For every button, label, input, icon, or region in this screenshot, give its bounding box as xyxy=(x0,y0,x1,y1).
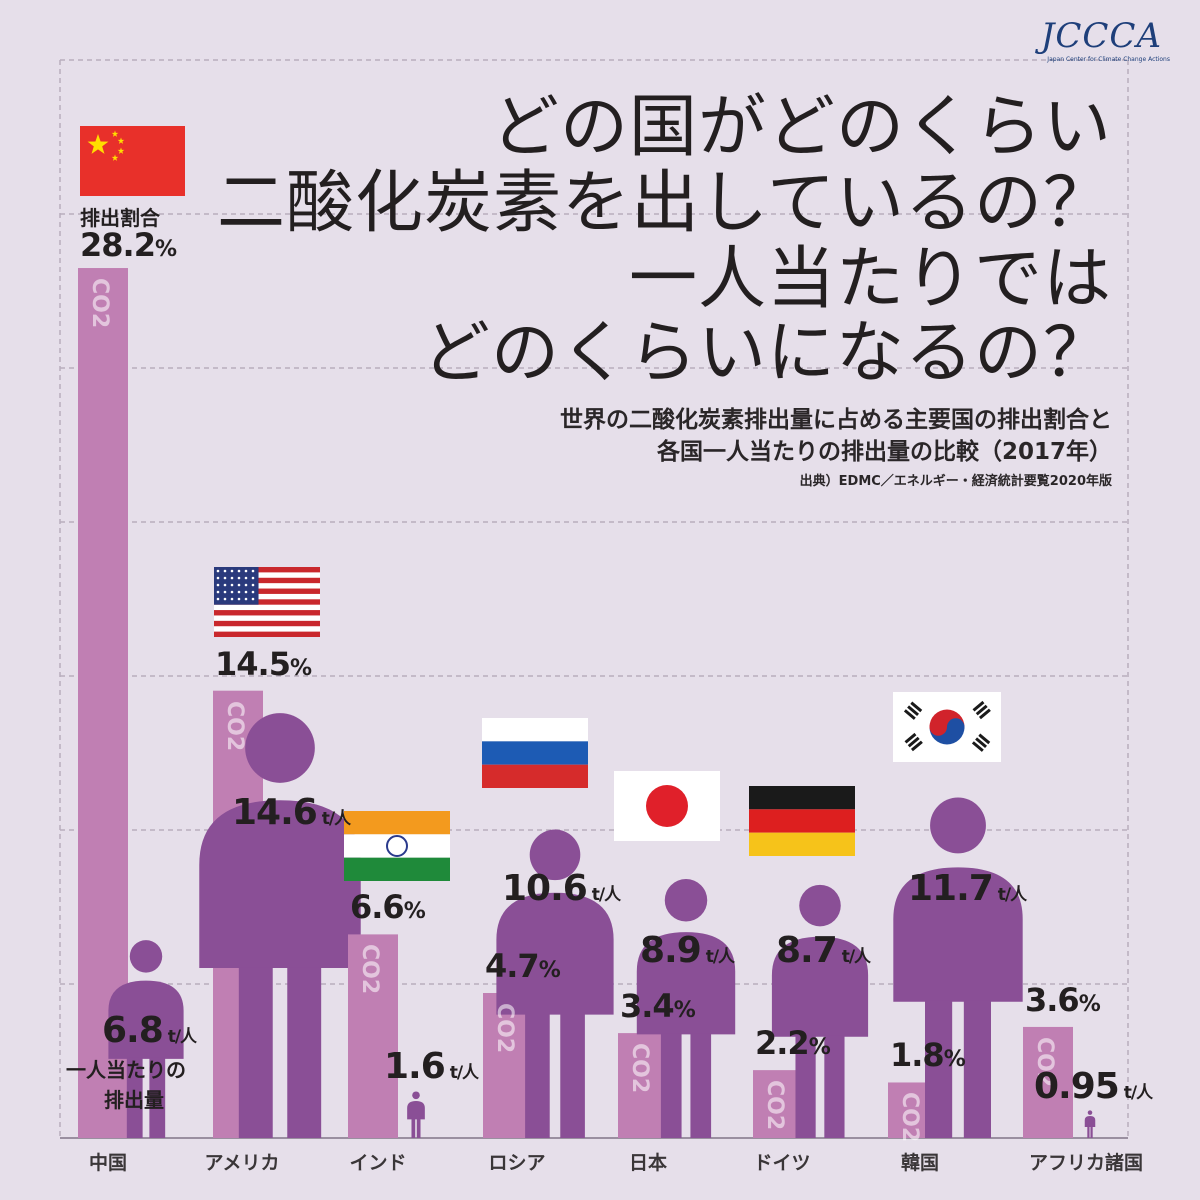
share-value-3: 6.6% xyxy=(350,888,426,927)
category-label-3: インド xyxy=(349,1152,407,1174)
co2-label-6: CO2 xyxy=(762,1080,787,1131)
category-label-8: アフリカ諸国 xyxy=(1028,1152,1144,1174)
share-bar-6 xyxy=(753,1070,803,1138)
per-capita-legend-line-2: 排出量 xyxy=(104,1088,164,1112)
share-bar-3 xyxy=(348,934,398,1138)
title-line-2: 二酸化炭素を出しているの？ xyxy=(217,164,1112,243)
share-bar-5 xyxy=(618,1033,668,1138)
person-icon-7 xyxy=(893,797,1023,1138)
co2-label-4: CO2 xyxy=(492,1003,517,1054)
per-capita-value-6: 8.7 t/人 xyxy=(776,930,871,971)
person-icon-1 xyxy=(108,940,184,1138)
per-capita-value-7: 11.7 t/人 xyxy=(908,868,1027,909)
person-icon-2 xyxy=(199,713,361,1138)
share-bar-8 xyxy=(1023,1026,1073,1138)
person-icon-5 xyxy=(636,879,736,1138)
share-value-8: 3.6% xyxy=(1025,980,1101,1019)
per-capita-value-4: 10.6 t/人 xyxy=(502,868,621,909)
co2-label-7: CO2 xyxy=(897,1092,922,1143)
share-legend-label: 排出割合 xyxy=(80,206,160,230)
title-line-4: どのくらいになるの？ xyxy=(421,314,1112,393)
share-value-2: 14.5% xyxy=(215,644,312,683)
subtitle-line-1: 世界の二酸化炭素排出量に占める主要国の排出割合と xyxy=(560,407,1112,433)
per-capita-value-8: 0.95 t/人 xyxy=(1034,1066,1153,1107)
russia-flag xyxy=(482,718,588,788)
category-label-4: ロシア xyxy=(488,1152,546,1174)
jccca-logo-subtext: Japan Center for Climate Change Actions xyxy=(1047,56,1170,63)
person-icon-4 xyxy=(496,829,614,1138)
per-capita-value-2: 14.6 t/人 xyxy=(232,792,351,833)
korea-flag xyxy=(893,692,1001,762)
per-capita-legend-line-1: 一人当たりの xyxy=(66,1058,186,1082)
category-label-7: 韓国 xyxy=(900,1152,940,1174)
germany-flag xyxy=(749,786,855,856)
per-capita-value-5: 8.9 t/人 xyxy=(640,930,735,971)
india-flag xyxy=(344,811,450,881)
usa-flag xyxy=(214,567,320,637)
share-value-6: 2.2% xyxy=(755,1024,831,1063)
share-value-4: 4.7% xyxy=(485,947,561,985)
title-line-3: 一人当たりでは xyxy=(628,240,1112,319)
co2-label-2: CO2 xyxy=(222,700,247,751)
share-value-5: 3.4% xyxy=(620,987,696,1026)
source-note: 出典）EDMC／エネルギー・経済統計要覧2020年版 xyxy=(799,474,1112,489)
china-flag xyxy=(80,126,185,196)
subtitle-line-2: 各国一人当たりの排出量の比較（2017年） xyxy=(656,439,1112,465)
per-capita-value-1: 6.8 t/人 xyxy=(102,1010,197,1051)
person-icon-6 xyxy=(771,884,869,1138)
co2-label-5: CO2 xyxy=(627,1043,652,1094)
per-capita-value-3: 1.6 t/人 xyxy=(384,1046,479,1087)
category-label-1: 中国 xyxy=(88,1152,128,1174)
share-value-1: 28.2% xyxy=(80,226,177,264)
category-label-5: 日本 xyxy=(628,1152,668,1174)
co2-label-1: CO2 xyxy=(87,278,112,329)
share-bar-4 xyxy=(483,993,533,1138)
title-line-1: どの国がどのくらい xyxy=(490,88,1112,167)
co2-label-3: CO2 xyxy=(357,944,382,995)
category-label-2: アメリカ xyxy=(204,1152,280,1174)
jccca-logo: JCCCA xyxy=(1040,16,1162,56)
japan-flag xyxy=(614,771,720,841)
person-icon-3 xyxy=(407,1091,425,1138)
share-value-7: 1.8% xyxy=(890,1036,966,1075)
person-icon-8 xyxy=(1084,1110,1096,1138)
category-label-6: ドイツ xyxy=(753,1152,811,1174)
